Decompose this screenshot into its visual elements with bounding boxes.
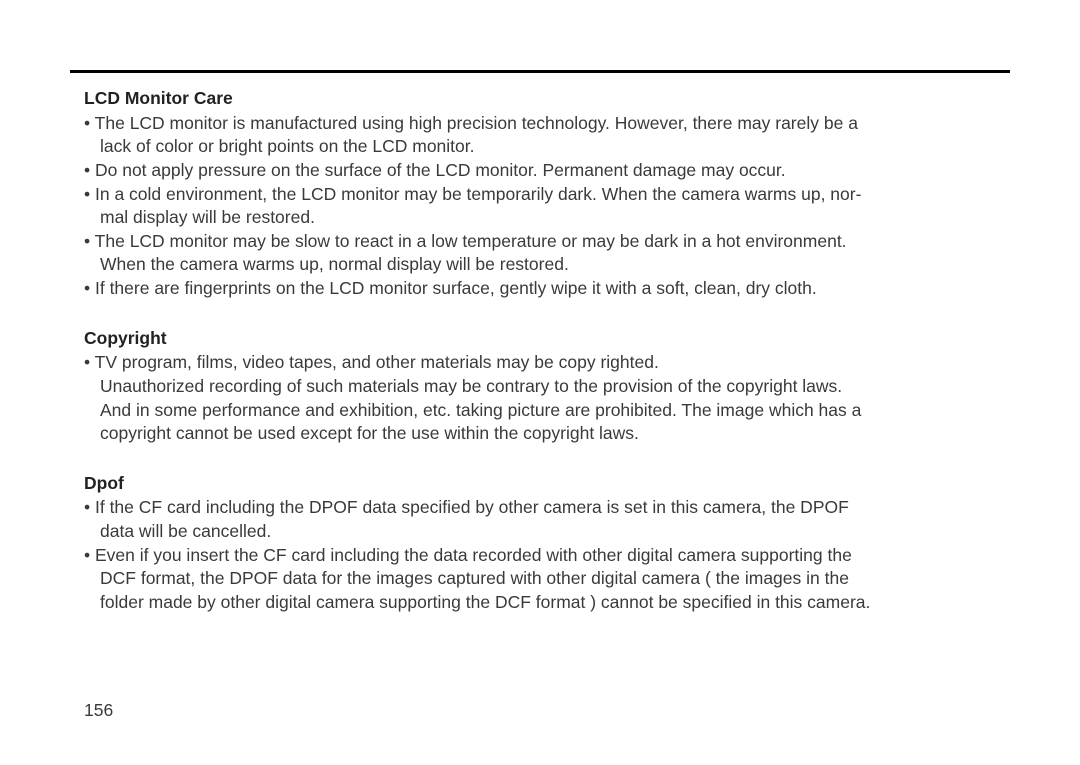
body-text: • The LCD monitor is manufactured using … — [84, 112, 1002, 136]
page-number: 156 — [84, 700, 113, 721]
body-text: And in some performance and exhibition, … — [84, 399, 1002, 423]
section-dpof: Dpof • If the CF card including the DPOF… — [84, 472, 1002, 615]
body-text: • The LCD monitor may be slow to react i… — [84, 230, 1002, 254]
body-text: DCF format, the DPOF data for the images… — [84, 567, 1002, 591]
body-text: copyright cannot be used except for the … — [84, 422, 1002, 446]
heading-copyright: Copyright — [84, 327, 1002, 351]
body-text: • Do not apply pressure on the surface o… — [84, 159, 1002, 183]
page-content: LCD Monitor Care • The LCD monitor is ma… — [70, 87, 1010, 615]
body-text: mal display will be restored. — [84, 206, 1002, 230]
body-text: data will be cancelled. — [84, 520, 1002, 544]
body-text: Unauthorized recording of such materials… — [84, 375, 1002, 399]
body-text: folder made by other digital camera supp… — [84, 591, 1002, 615]
section-lcd-monitor-care: LCD Monitor Care • The LCD monitor is ma… — [84, 87, 1002, 301]
body-text: • In a cold environment, the LCD monitor… — [84, 183, 1002, 207]
body-text: lack of color or bright points on the LC… — [84, 135, 1002, 159]
top-rule — [70, 70, 1010, 73]
body-text: When the camera warms up, normal display… — [84, 253, 1002, 277]
section-copyright: Copyright • TV program, films, video tap… — [84, 327, 1002, 446]
body-text: • TV program, films, video tapes, and ot… — [84, 351, 1002, 375]
body-text: • If the CF card including the DPOF data… — [84, 496, 1002, 520]
manual-page: LCD Monitor Care • The LCD monitor is ma… — [0, 0, 1080, 765]
heading-dpof: Dpof — [84, 472, 1002, 496]
body-text: • If there are fingerprints on the LCD m… — [84, 277, 1002, 301]
heading-lcd: LCD Monitor Care — [84, 87, 1002, 111]
body-text: • Even if you insert the CF card includi… — [84, 544, 1002, 568]
